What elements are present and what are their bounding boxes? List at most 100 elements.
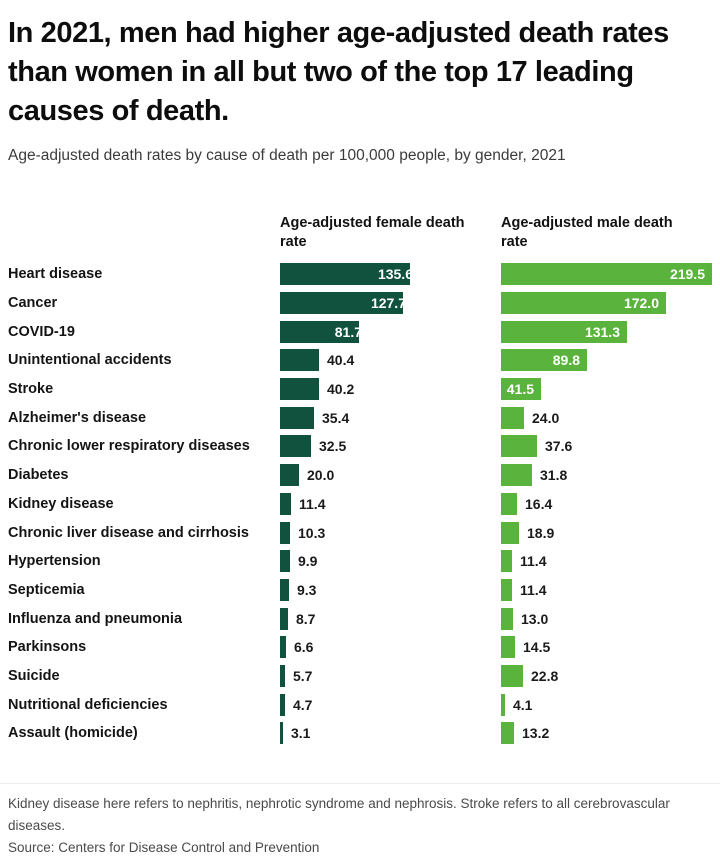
row-label: Stroke — [8, 381, 54, 398]
row-label: Septicemia — [8, 581, 85, 598]
male-value-label: 41.5 — [506, 381, 534, 398]
female-value-label: 9.9 — [298, 553, 318, 570]
chart-row: Unintentional accidents 40.4 89.8 — [8, 346, 712, 375]
chart-row: Hypertension 9.9 11.4 — [8, 547, 712, 576]
male-bar-cell: 13.2 — [501, 722, 712, 745]
female-bar-cell: 9.3 — [280, 578, 501, 601]
male-value-label: 13.0 — [521, 610, 549, 627]
male-value-label: 89.8 — [552, 352, 580, 369]
female-value-label: 135.6 — [377, 266, 413, 283]
female-bar — [280, 492, 291, 515]
male-bar-cell: 31.8 — [501, 464, 712, 487]
female-bar-cell: 11.4 — [280, 492, 501, 515]
male-bar-cell: 14.5 — [501, 636, 712, 659]
female-value-label: 8.7 — [296, 610, 316, 627]
row-label: Alzheimer's disease — [8, 409, 147, 426]
female-bar — [280, 263, 410, 286]
male-bar — [501, 435, 537, 458]
female-bar-cell: 40.2 — [280, 378, 501, 401]
male-bar — [501, 636, 515, 659]
male-bar — [501, 607, 513, 630]
female-bar — [280, 406, 314, 429]
female-value-label: 32.5 — [319, 438, 347, 455]
chart-row: Alzheimer's disease 35.4 24.0 — [8, 403, 712, 432]
female-bar-cell: 4.7 — [280, 693, 501, 716]
chart-row: Kidney disease 11.4 16.4 — [8, 490, 712, 519]
row-label: Diabetes — [8, 467, 69, 484]
male-value-label: 24.0 — [532, 409, 560, 426]
row-label: Suicide — [8, 667, 60, 684]
chart-row: Cancer 127.7 172.0 — [8, 289, 712, 318]
male-bar-cell: 131.3 — [501, 320, 712, 343]
male-bar-cell: 11.4 — [501, 550, 712, 573]
female-value-label: 127.7 — [370, 295, 406, 312]
female-bar — [280, 521, 290, 544]
male-value-label: 16.4 — [525, 495, 553, 512]
female-value-label: 4.7 — [293, 696, 313, 713]
female-value-label: 3.1 — [291, 725, 311, 742]
male-bar-cell: 18.9 — [501, 521, 712, 544]
female-bar-cell: 20.0 — [280, 464, 501, 487]
male-bar-cell: 13.0 — [501, 607, 712, 630]
male-bar-cell: 37.6 — [501, 435, 712, 458]
male-bar-cell: 22.8 — [501, 664, 712, 687]
male-bar — [501, 292, 666, 315]
female-bar — [280, 378, 319, 401]
male-value-label: 22.8 — [531, 667, 559, 684]
male-bar — [501, 320, 627, 343]
male-bar-cell: 41.5 — [501, 378, 712, 401]
source-note: Source: Centers for Disease Control and … — [8, 840, 320, 855]
male-value-label: 11.4 — [520, 581, 547, 598]
female-bar — [280, 435, 311, 458]
chart-row: Chronic liver disease and cirrhosis 10.3 1… — [8, 518, 712, 547]
chart-row: Heart disease 135.6 219.5 — [8, 260, 712, 289]
female-value-label: 35.4 — [322, 409, 350, 426]
female-value-label: 9.3 — [297, 581, 317, 598]
male-column-header: Age-adjusted male death rate — [501, 215, 673, 250]
chart-row: Chronic lower respiratory diseases 32.5 37… — [8, 432, 712, 461]
female-value-label: 40.2 — [327, 381, 355, 398]
female-bar — [280, 693, 285, 716]
female-value-label: 81.7 — [334, 323, 362, 340]
chart-footer: Kidney disease here refers to nephritis,… — [0, 783, 720, 859]
male-bar-cell: 16.4 — [501, 492, 712, 515]
female-bar — [280, 722, 283, 745]
row-label: Chronic liver disease and cirrhosis — [8, 524, 249, 541]
male-value-label: 219.5 — [669, 266, 705, 283]
chart-row: Septicemia 9.3 11.4 — [8, 576, 712, 605]
female-bar-cell: 35.4 — [280, 406, 501, 429]
male-bar — [501, 664, 523, 687]
male-bar — [501, 349, 587, 372]
female-bar — [280, 292, 403, 315]
footnote: Kidney disease here refers to nephritis,… — [8, 796, 670, 833]
male-bar — [501, 722, 514, 745]
chart-row: Stroke 40.2 41.5 — [8, 375, 712, 404]
male-value-label: 4.1 — [513, 696, 533, 713]
female-bar — [280, 664, 285, 687]
male-bar — [501, 464, 532, 487]
female-value-label: 6.6 — [294, 639, 314, 656]
female-bar — [280, 464, 299, 487]
header-spacer — [8, 214, 280, 252]
female-bar-cell: 9.9 — [280, 550, 501, 573]
chart-row: Influenza and pneumonia 8.7 13.0 — [8, 604, 712, 633]
chart-row: Parkinsons 6.6 14.5 — [8, 633, 712, 662]
male-bar-cell: 219.5 — [501, 263, 712, 286]
female-value-label: 5.7 — [293, 667, 313, 684]
female-bar — [280, 607, 288, 630]
male-value-label: 131.3 — [584, 323, 620, 340]
row-label: Cancer — [8, 295, 58, 312]
chart-row: Nutritional deficiencies 4.7 4.1 — [8, 690, 712, 719]
chart-title: In 2021, men had higher age-adjusted dea… — [8, 17, 669, 127]
female-bar — [280, 578, 289, 601]
male-value-label: 18.9 — [527, 524, 555, 541]
female-bar-cell: 8.7 — [280, 607, 501, 630]
row-label: Hypertension — [8, 553, 101, 570]
row-label: Unintentional accidents — [8, 352, 172, 369]
male-value-label: 13.2 — [522, 725, 550, 742]
male-value-label: 172.0 — [623, 295, 659, 312]
female-bar — [280, 349, 319, 372]
row-label: Chronic lower respiratory diseases — [8, 438, 250, 455]
row-label: Influenza and pneumonia — [8, 610, 183, 627]
